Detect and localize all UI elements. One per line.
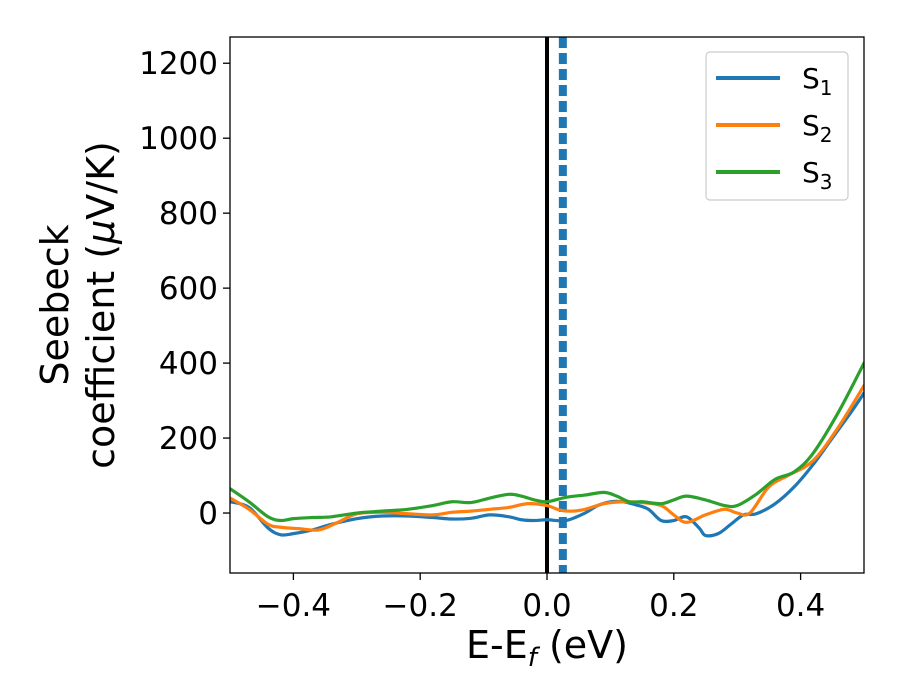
series-line-s3 <box>230 361 864 523</box>
y-tick-label: 0 <box>198 496 218 532</box>
y-tick-label: 200 <box>159 421 218 457</box>
y-tick-label: 800 <box>159 196 218 232</box>
y-tick-label: 400 <box>159 346 218 382</box>
legend: S1 S2 S3 <box>705 51 849 201</box>
x-axis-label-unit: (eV) <box>537 623 628 667</box>
y-axis-ticks: 0 200 400 600 800 1000 1200 <box>139 46 230 532</box>
y-tick-label: 1200 <box>139 46 218 82</box>
x-tick-label: 0.4 <box>776 588 825 624</box>
y-axis-label: Seebeck coefficient (μV/K) <box>33 141 123 469</box>
y-axis-label-mu: μ <box>79 220 123 245</box>
x-tick-label: 0.2 <box>649 588 698 624</box>
y-axis-label-line1: Seebeck <box>33 224 77 385</box>
y-tick-label: 1000 <box>139 121 218 157</box>
y-tick-label: 600 <box>159 271 218 307</box>
legend-label-s3: S3 <box>802 156 833 194</box>
x-axis-ticks: −0.4 −0.2 0.0 0.2 0.4 <box>256 573 825 624</box>
y-axis-label-unit: V/K) <box>79 141 123 220</box>
series-line-s2 <box>230 383 864 532</box>
y-axis-label-prefix: coefficient ( <box>79 244 123 469</box>
x-tick-label: −0.2 <box>383 588 458 624</box>
vertical-lines <box>545 37 567 573</box>
y-axis-label-line2: coefficient (μV/K) <box>79 141 123 469</box>
x-tick-label: 0.0 <box>522 588 571 624</box>
legend-label-s2: S2 <box>802 109 833 147</box>
legend-label-s1: S1 <box>802 62 833 100</box>
series-layer <box>230 361 864 538</box>
x-axis-label: E-Ef (eV) <box>466 623 628 673</box>
legend-items: S1 S2 S3 <box>716 62 833 194</box>
x-tick-label: −0.4 <box>256 588 331 624</box>
x-axis-label-main: E-E <box>466 623 528 667</box>
